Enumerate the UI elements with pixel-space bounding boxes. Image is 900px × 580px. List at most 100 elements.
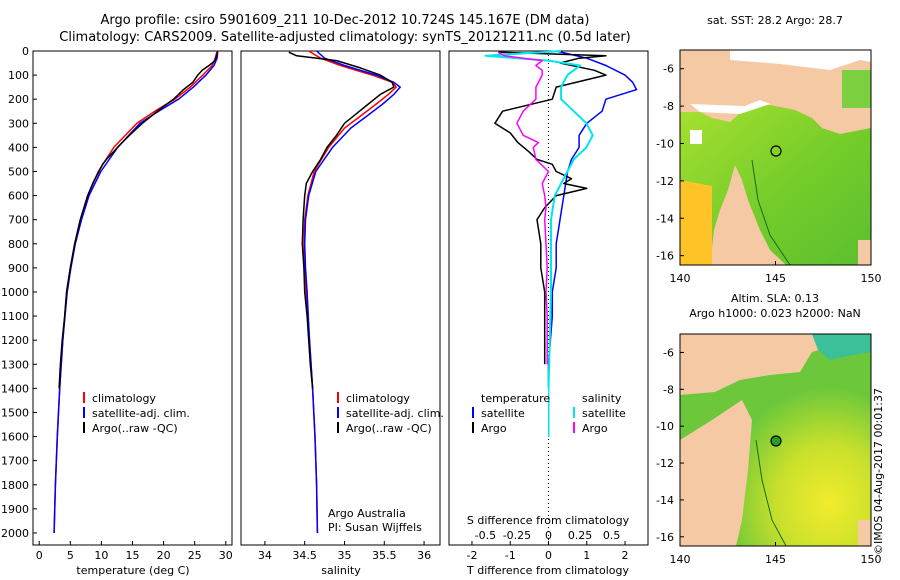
depth-tick-label: 1200 bbox=[1, 334, 29, 347]
sla-map-axes: 140 145 150 -6 -8 -10 -12 -14 -16 bbox=[656, 346, 881, 566]
legend-climatology: climatology bbox=[346, 392, 410, 405]
depth-tick-label: 100 bbox=[8, 69, 29, 82]
depth-tick-label: 300 bbox=[8, 117, 29, 130]
depth-tick-label: 1100 bbox=[1, 310, 29, 323]
lat-tick-label: -12 bbox=[656, 175, 674, 188]
depth-tick-label: 1400 bbox=[1, 382, 29, 395]
legend-background bbox=[462, 388, 548, 438]
lon-tick-label: 150 bbox=[861, 272, 882, 285]
x-tick-label: 1 bbox=[583, 549, 590, 562]
x-tick-label: 25 bbox=[188, 549, 202, 562]
depth-tick-label: 1000 bbox=[1, 286, 29, 299]
x-tick-label: -1 bbox=[505, 549, 516, 562]
x-tick-label: 15 bbox=[126, 549, 140, 562]
x-tick-label: 35 bbox=[337, 549, 351, 562]
series-line-salinity-argo bbox=[497, 51, 550, 365]
t-difference-label: T difference from climatology bbox=[466, 564, 629, 577]
sla-patch-north bbox=[812, 334, 871, 360]
lon-tick-label: 145 bbox=[765, 553, 786, 566]
x-tick-label: 0 bbox=[545, 549, 552, 562]
legend-satellite: satellite-adj. clim. bbox=[346, 407, 444, 420]
difference-axis: -2 -1 0 1 2 -0.5 -0.25 0 0.25 0.5 bbox=[466, 529, 628, 562]
salinity-legend: climatology satellite-adj. clim. Argo(..… bbox=[337, 392, 444, 435]
sla-map-title: Altim. SLA: 0.13 bbox=[731, 292, 819, 305]
lat-tick-label: -6 bbox=[663, 346, 674, 359]
x-tick-label: 2 bbox=[622, 549, 629, 562]
temperature-xlabel: temperature (deg C) bbox=[76, 564, 189, 577]
legend-argo: Argo(..raw -QC) bbox=[346, 422, 432, 435]
x-tick-label: 34.5 bbox=[292, 549, 317, 562]
legend-salinity-header: salinity bbox=[582, 392, 622, 405]
depth-tick-label: 500 bbox=[8, 165, 29, 178]
series-line-argo-raw-qc- bbox=[288, 51, 395, 389]
depth-tick-label: 700 bbox=[8, 214, 29, 227]
x-tick-label: 30 bbox=[219, 549, 233, 562]
lat-tick-label: -16 bbox=[656, 531, 674, 544]
cloud-mask-coast bbox=[690, 100, 770, 114]
lon-tick-label: 150 bbox=[861, 553, 882, 566]
lon-tick-label: 140 bbox=[670, 272, 691, 285]
land-southeast bbox=[858, 240, 871, 265]
depth-tick-label: 2000 bbox=[1, 527, 29, 540]
x-tick-label: 34 bbox=[258, 549, 272, 562]
lat-tick-label: -12 bbox=[656, 457, 674, 470]
lat-tick-label: -14 bbox=[656, 212, 674, 225]
salinity-panel: 34 34.5 35 35.5 36 salinity Argo Australia P… bbox=[240, 50, 441, 577]
depth-tick-label: 200 bbox=[8, 93, 29, 106]
lat-tick-label: -10 bbox=[656, 137, 674, 150]
s-tick-label: 0 bbox=[545, 529, 552, 542]
legend-temp-argo: Argo bbox=[481, 422, 507, 435]
x-tick-label: 36 bbox=[417, 549, 431, 562]
land-southeast bbox=[858, 520, 871, 546]
x-tick-label: -2 bbox=[466, 549, 477, 562]
series-line-salinity-satellite bbox=[484, 50, 594, 437]
pi-name-label: PI: Susan Wijffels bbox=[328, 521, 422, 534]
s-tick-label: -0.5 bbox=[475, 529, 496, 542]
series-line-argo-raw-qc- bbox=[58, 51, 219, 389]
depth-tick-label: 1900 bbox=[1, 503, 29, 516]
temperature-series bbox=[53, 50, 219, 534]
legend-temperature-header: temperature bbox=[481, 392, 550, 405]
land-area-north bbox=[680, 334, 871, 395]
s-tick-label: 0.5 bbox=[603, 529, 621, 542]
lat-tick-label: -8 bbox=[663, 100, 674, 113]
isobath-contour bbox=[755, 439, 787, 546]
cloud-mask bbox=[730, 50, 871, 70]
lon-tick-label: 140 bbox=[670, 553, 691, 566]
x-tick-label: 35.5 bbox=[372, 549, 397, 562]
s-difference-label: S difference from climatology bbox=[467, 514, 630, 527]
difference-legend: temperature salinity satellite Argo sate… bbox=[462, 388, 626, 438]
salinity-axis: 34 34.5 35 35.5 36 bbox=[258, 541, 431, 562]
lat-tick-label: -10 bbox=[656, 420, 674, 433]
isobath-contour bbox=[751, 159, 791, 265]
temperature-axis: 0100200300400500600700800900100011001200… bbox=[1, 45, 233, 562]
warm-sst-region bbox=[680, 180, 712, 265]
sst-patch-north bbox=[842, 70, 871, 108]
depth-tick-label: 800 bbox=[8, 238, 29, 251]
salinity-axes-frame bbox=[240, 50, 441, 546]
argo-position-marker bbox=[770, 145, 782, 157]
depth-tick-label: 1700 bbox=[1, 455, 29, 468]
depth-tick-label: 1800 bbox=[1, 479, 29, 492]
temperature-axes-frame bbox=[32, 50, 233, 546]
cloud-gap bbox=[690, 130, 702, 144]
salinity-series bbox=[288, 50, 401, 534]
legend-climatology: climatology bbox=[92, 392, 156, 405]
depth-tick-label: 600 bbox=[8, 190, 29, 203]
temperature-legend: climatology satellite-adj. clim. Argo(..… bbox=[83, 392, 190, 435]
x-tick-label: 0 bbox=[36, 549, 43, 562]
lat-tick-label: -6 bbox=[663, 63, 674, 76]
series-line-temperature-argo bbox=[494, 51, 607, 365]
lon-tick-label: 145 bbox=[765, 272, 786, 285]
depth-tick-label: 400 bbox=[8, 141, 29, 154]
s-tick-label: 0.25 bbox=[568, 529, 593, 542]
legend-sal-argo: Argo bbox=[582, 422, 608, 435]
legend-satellite: satellite-adj. clim. bbox=[92, 407, 190, 420]
difference-series bbox=[484, 50, 638, 437]
sst-map-axes: 140 145 150 -6 -8 -10 -12 -14 -16 bbox=[656, 63, 881, 285]
depth-tick-label: 1500 bbox=[1, 406, 29, 419]
depth-tick-label: 1600 bbox=[1, 431, 29, 444]
salinity-xlabel: salinity bbox=[321, 564, 361, 577]
depth-tick-label: 0 bbox=[22, 45, 29, 58]
